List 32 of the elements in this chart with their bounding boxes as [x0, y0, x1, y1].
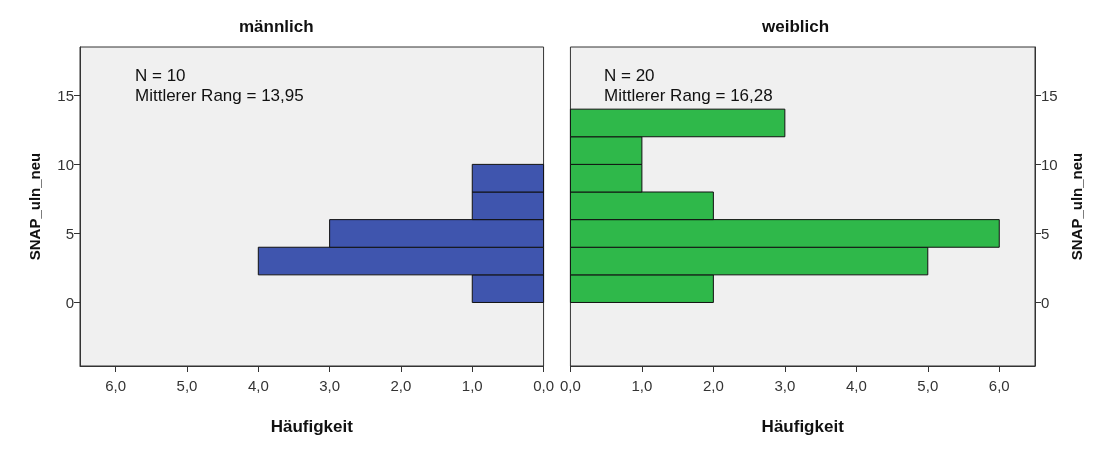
annotation: Mittlerer Rang = 13,95: [135, 86, 304, 105]
x-tick-label: 4,0: [845, 377, 867, 394]
x-tick-label: 0,0: [560, 377, 581, 394]
annotation: N = 20: [604, 66, 655, 85]
x-tick-label: 5,0: [917, 377, 939, 394]
x-tick-label: 5,0: [176, 377, 198, 394]
annotation: Mittlerer Rang = 16,28: [604, 86, 773, 105]
x-axis-title: Häufigkeit: [761, 417, 845, 436]
x-tick-label: 3,0: [774, 377, 796, 394]
y-tick-label: 10: [1041, 155, 1058, 173]
x-tick-label: 4,0: [247, 377, 269, 394]
x-axis-title: Häufigkeit: [270, 417, 354, 436]
y-tick-label: 0: [1041, 293, 1050, 311]
y-tick-label: 5: [1041, 224, 1050, 242]
y-axis-title: SNAP_uln_neu: [1067, 152, 1085, 261]
annotation: N = 10: [135, 66, 186, 85]
x-tick-label: 6,0: [988, 377, 1010, 394]
x-tick-label: 1,0: [461, 377, 483, 394]
y-axis-title: SNAP_uln_neu: [26, 152, 43, 261]
x-tick-label: 3,0: [319, 377, 341, 394]
x-tick-label: 1,0: [631, 377, 653, 394]
x-tick-label: 2,0: [702, 377, 724, 394]
chart-title: männlich: [239, 17, 314, 36]
y-tick-label: 5: [65, 224, 74, 242]
y-tick-label: 10: [57, 155, 74, 173]
x-tick-label: 2,0: [390, 377, 412, 394]
chart-title: weiblich: [761, 17, 830, 36]
y-tick-label: 0: [65, 293, 74, 311]
y-tick-label: 15: [1041, 86, 1058, 104]
y-tick-label: 15: [57, 86, 74, 104]
x-tick-label: 0,0: [533, 377, 554, 394]
x-tick-label: 6,0: [105, 377, 127, 394]
